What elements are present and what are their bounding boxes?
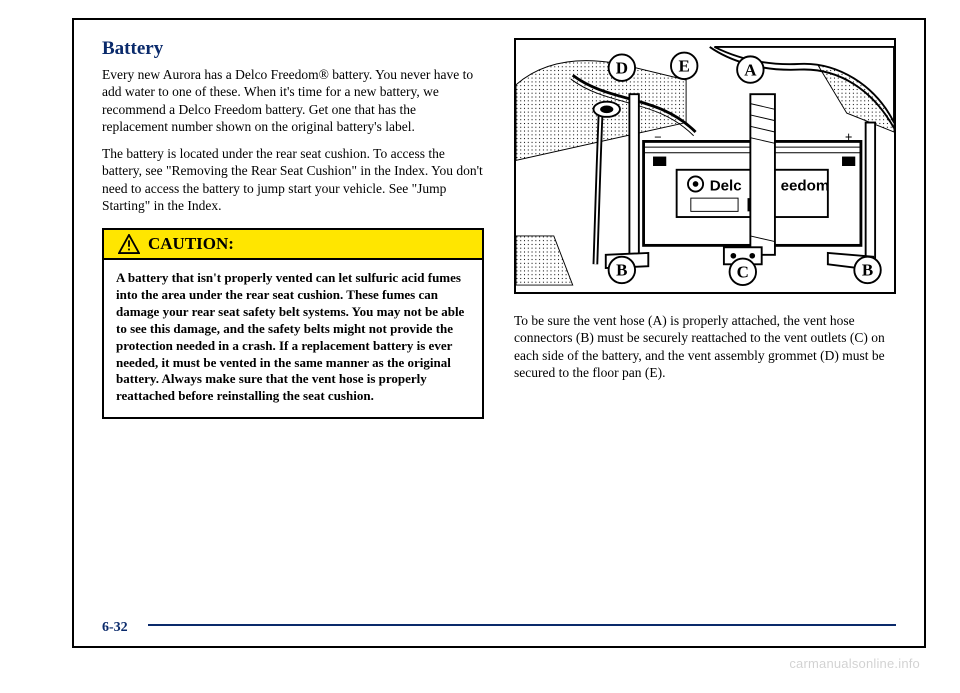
callout-c: C [737, 263, 749, 282]
caution-label: CAUTION: [148, 234, 234, 254]
left-column: Battery Every new Aurora has a Delco Fre… [102, 38, 484, 636]
right-column: − + Delc eedom [514, 38, 896, 636]
callout-b1: B [616, 261, 627, 280]
paragraph-1: Every new Aurora has a Delco Freedom® ba… [102, 66, 484, 135]
callout-e: E [679, 57, 690, 76]
paragraph-2: The battery is located under the rear se… [102, 145, 484, 214]
warning-icon [118, 234, 140, 254]
page-number: 6-32 [102, 620, 128, 636]
right-paragraph: To be sure the vent hose (A) is properly… [514, 312, 896, 381]
caution-box: CAUTION: A battery that isn't properly v… [102, 228, 484, 419]
footer-rule [148, 624, 896, 626]
watermark: carmanualsonline.info [789, 656, 920, 671]
svg-text:+: + [845, 129, 853, 144]
battery-brand-left: Delc [710, 178, 742, 195]
callout-a: A [744, 60, 757, 79]
svg-text:−: − [654, 129, 662, 144]
page-frame: Battery Every new Aurora has a Delco Fre… [72, 18, 926, 648]
columns: Battery Every new Aurora has a Delco Fre… [102, 38, 896, 636]
callout-b2: B [862, 261, 873, 280]
section-title: Battery [102, 38, 484, 60]
caution-header: CAUTION: [104, 230, 482, 260]
caution-body: A battery that isn't properly vented can… [104, 260, 482, 417]
battery-figure: − + Delc eedom [514, 38, 896, 294]
battery-brand-right: eedom [781, 178, 830, 195]
callout-d: D [616, 58, 628, 77]
